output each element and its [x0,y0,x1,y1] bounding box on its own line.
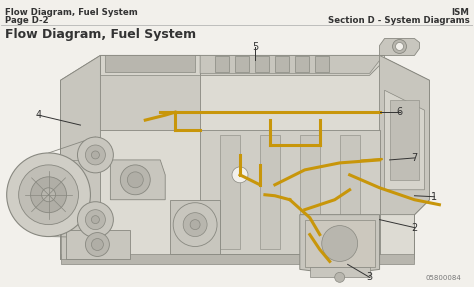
Bar [390,100,419,180]
Bar [215,57,229,72]
Circle shape [232,167,248,183]
Bar [340,135,360,249]
Circle shape [77,202,113,238]
Polygon shape [110,160,165,200]
Text: 4: 4 [36,110,42,120]
Text: 05800084: 05800084 [426,275,461,281]
Bar [235,57,249,72]
Circle shape [183,213,207,236]
Circle shape [18,165,79,225]
Bar [295,57,309,72]
Bar [305,220,374,267]
Circle shape [91,151,100,159]
Text: 6: 6 [396,107,402,117]
Circle shape [77,137,113,173]
Circle shape [128,172,143,188]
Circle shape [31,177,66,213]
Polygon shape [61,160,100,259]
Bar [300,135,320,249]
Bar [275,57,289,72]
Circle shape [322,226,358,261]
Circle shape [85,232,109,257]
Polygon shape [100,75,200,130]
Text: 1: 1 [431,192,438,202]
Polygon shape [61,55,429,259]
Polygon shape [105,55,195,72]
Circle shape [120,165,150,195]
Text: 3: 3 [366,272,373,282]
Circle shape [85,145,105,165]
Bar [315,57,329,72]
Polygon shape [65,230,130,259]
Circle shape [392,40,407,53]
Polygon shape [200,55,384,75]
Text: Flow Diagram, Fuel System: Flow Diagram, Fuel System [5,8,137,17]
Polygon shape [380,38,419,55]
Polygon shape [61,255,414,264]
Text: Page D-2: Page D-2 [5,15,48,25]
Bar [260,135,280,249]
Text: ISM: ISM [451,8,469,17]
Polygon shape [61,55,100,259]
Circle shape [42,188,55,202]
Polygon shape [100,55,200,75]
Polygon shape [200,55,380,73]
Circle shape [85,210,105,230]
Circle shape [91,238,103,251]
Polygon shape [300,215,380,274]
Text: 5: 5 [252,42,258,53]
Text: Flow Diagram, Fuel System: Flow Diagram, Fuel System [5,28,196,40]
Polygon shape [170,200,220,255]
Text: 7: 7 [411,153,418,163]
Text: 2: 2 [411,223,418,232]
Bar [255,57,269,72]
Circle shape [190,220,200,230]
Text: Section D - System Diagrams: Section D - System Diagrams [328,15,469,25]
Polygon shape [384,90,424,190]
Bar [220,135,240,249]
Circle shape [173,203,217,247]
Circle shape [7,153,91,236]
Circle shape [335,272,345,282]
Polygon shape [200,130,380,255]
Circle shape [91,216,100,224]
Polygon shape [310,267,370,277]
Polygon shape [100,55,200,130]
Polygon shape [380,55,429,215]
Circle shape [395,42,403,51]
